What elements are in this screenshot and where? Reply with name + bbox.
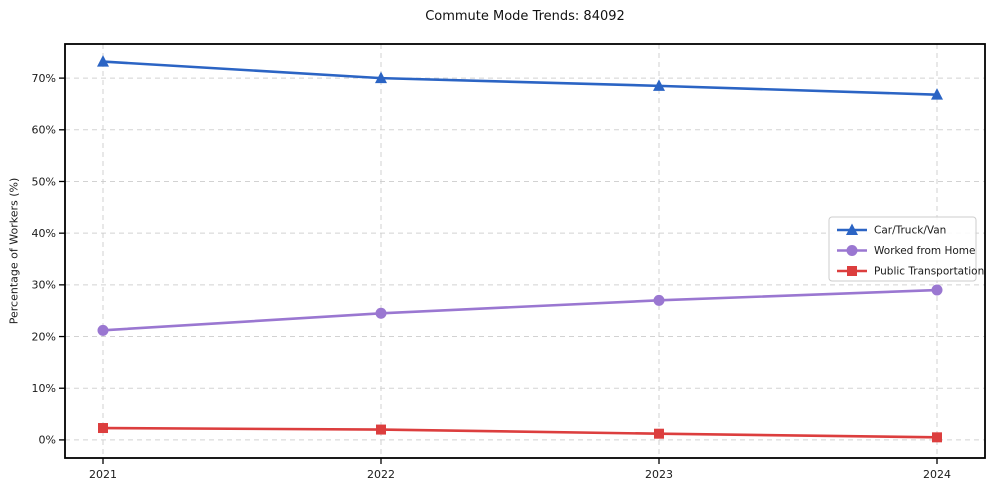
data-point-car-truck-van xyxy=(97,55,109,67)
data-point-worked-from-home xyxy=(931,284,943,296)
legend-marker-car-truck-van-icon xyxy=(846,223,858,235)
data-point-worked-from-home xyxy=(97,324,109,336)
y-tick-label: 70% xyxy=(32,72,56,85)
data-point-car-truck-van xyxy=(375,71,387,84)
x-tick-label: 2022 xyxy=(367,468,395,481)
series-line-public-transportation xyxy=(101,426,939,439)
legend-marker-public-transportation-icon xyxy=(847,266,857,276)
legend-label-car-truck-van: Car/Truck/Van xyxy=(874,225,946,237)
y-tick-label: 30% xyxy=(32,279,56,292)
plot-border xyxy=(64,43,986,459)
legend-box xyxy=(828,216,977,282)
x-tick-label: 2021 xyxy=(89,468,117,481)
x-tick-label: 2023 xyxy=(645,468,673,481)
y-tick-label: 20% xyxy=(32,330,56,343)
data-point-worked-from-home xyxy=(653,294,665,306)
data-point-public-transportation xyxy=(654,428,664,439)
y-tick-label: 60% xyxy=(32,124,56,137)
legend-marker-worked-from-home-icon xyxy=(846,245,858,256)
data-point-public-transportation xyxy=(98,423,108,434)
y-tick-label: 50% xyxy=(32,175,56,188)
data-point-worked-from-home xyxy=(375,307,387,319)
data-point-public-transportation xyxy=(932,432,942,443)
x-tick-label: 2024 xyxy=(923,468,951,481)
y-tick-label: 40% xyxy=(32,227,56,240)
y-tick-label: 10% xyxy=(32,382,56,395)
data-point-car-truck-van xyxy=(931,88,943,100)
data-point-public-transportation xyxy=(376,424,386,435)
series-line-worked-from-home xyxy=(101,288,939,332)
data-point-car-truck-van xyxy=(653,79,665,91)
y-tick-label: 0% xyxy=(39,434,56,447)
legend-label-public-transportation: Public Transportation xyxy=(874,266,984,278)
chart-title: Commute Mode Trends: 84092 xyxy=(425,9,625,24)
legend-label-worked-from-home: Worked from Home xyxy=(874,245,975,257)
series-line-car-truck-van xyxy=(101,60,939,96)
